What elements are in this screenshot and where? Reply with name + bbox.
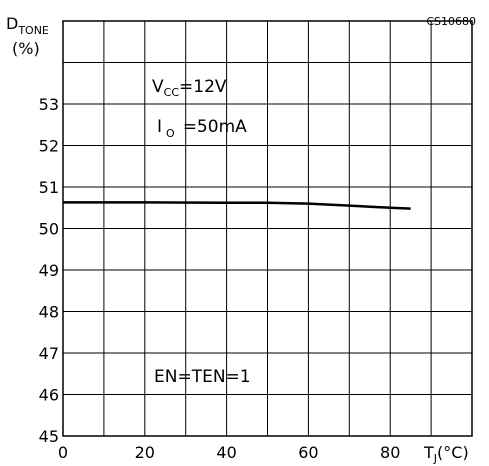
y-tick-label: 50 bbox=[39, 220, 59, 239]
y-tick-label: 51 bbox=[39, 178, 59, 197]
y-axis-label: DTONE bbox=[6, 14, 49, 37]
vcc-annotation: VCC=12V bbox=[152, 77, 227, 99]
x-tick-label: 80 bbox=[380, 443, 400, 462]
y-tick-label: 47 bbox=[39, 344, 59, 363]
y-tick-label: 49 bbox=[39, 261, 59, 280]
y-tick-label: 52 bbox=[39, 137, 59, 156]
x-tick-label: 40 bbox=[216, 443, 236, 462]
plot-frame bbox=[62, 20, 473, 437]
series-line bbox=[63, 201, 411, 210]
y-tick-label: 48 bbox=[39, 303, 59, 322]
io-annotation: I O =50mA bbox=[157, 117, 247, 140]
y-tick-label: 45 bbox=[39, 427, 59, 446]
x-tick-label: 0 bbox=[58, 443, 68, 462]
y-tick-label: 53 bbox=[39, 95, 59, 114]
en-annotation: EN=TEN=1 bbox=[154, 367, 251, 387]
grid bbox=[63, 21, 472, 436]
x-tick-label: 20 bbox=[135, 443, 155, 462]
x-tick-label: 60 bbox=[298, 443, 318, 462]
figure-code: CS10680 bbox=[426, 15, 476, 28]
y-axis-unit: (%) bbox=[12, 39, 40, 58]
series-layer bbox=[63, 201, 411, 210]
y-tick-label: 46 bbox=[39, 386, 59, 405]
tick-labels: 45 46 47 48 49 50 51 52 53 0 20 40 60 80 bbox=[39, 95, 401, 462]
x-axis-label: TJ(°C) bbox=[423, 443, 469, 465]
